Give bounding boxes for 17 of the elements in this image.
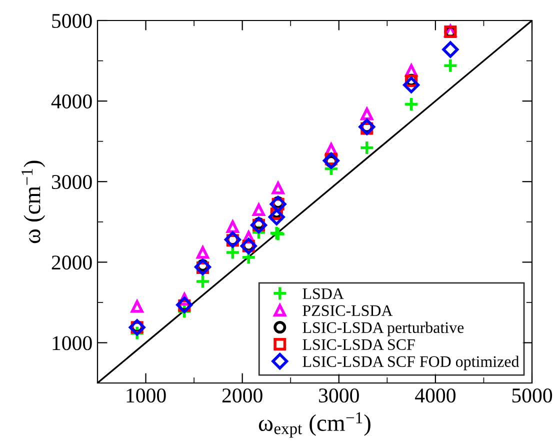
y-tick-label: 2000 — [52, 256, 92, 270]
y-tick-label: 5000 — [52, 14, 92, 28]
x-axis-title: ω$_{expt}$ (cm$^{−1}$) — [258, 412, 370, 438]
y-tick-label: 1000 — [52, 336, 92, 350]
legend-label: LSIC-LSDA SCF — [302, 339, 415, 350]
legend-label: LSIC-LSDA perturbative — [302, 322, 464, 336]
legend-label: LSIC-LSDA SCF FOD optimized — [302, 356, 520, 370]
legend-label: LSDA — [302, 288, 344, 300]
y-tick-label: 4000 — [51, 94, 92, 108]
x-tick-label: 4000 — [415, 388, 456, 403]
x-tick-label: 1000 — [126, 388, 166, 403]
y-axis-title: ω (cm$^{−1}$) — [22, 160, 46, 244]
y-tick-label: 3000 — [52, 174, 92, 190]
x-tick-label: 3000 — [319, 388, 359, 403]
x-tick-label: 2000 — [222, 388, 262, 403]
legend-label: PZSIC-LSDA — [302, 305, 393, 316]
x-tick-label: 5000 — [512, 388, 552, 403]
